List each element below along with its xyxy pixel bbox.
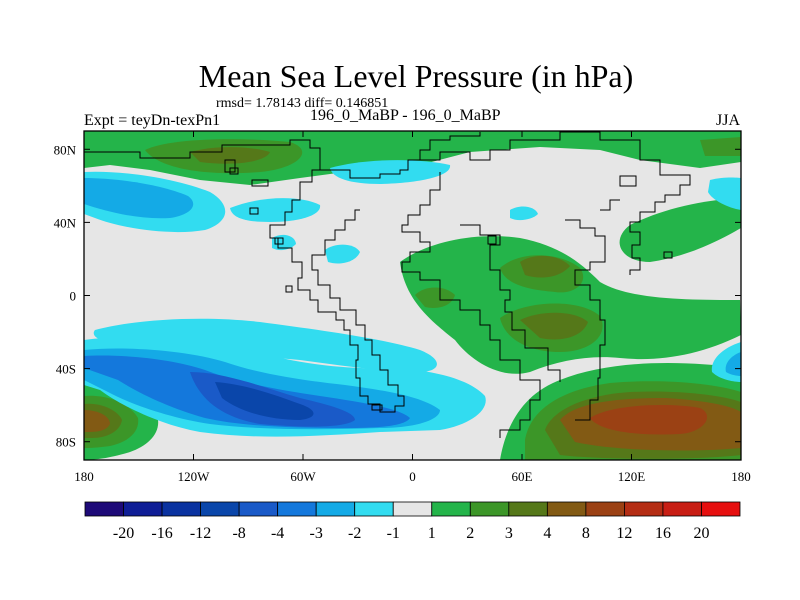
colorbar: -20 -16 -12 -8 -4 -3 -2 -1 1 2 3 4 8 12 16 20 (84, 501, 741, 542)
colorbar-label: 1 (428, 525, 436, 542)
arabia-positive-lobe (415, 287, 455, 308)
northeast-negative (708, 177, 741, 210)
europe-negative-blob (325, 244, 360, 264)
x-tick-label: 180 (731, 469, 751, 484)
x-tick-label: 60W (290, 469, 316, 484)
y-tick-label: 80N (54, 142, 77, 157)
asia-south-coast (565, 219, 606, 421)
y-tick-label: 40N (54, 215, 77, 230)
colorbar-label: 16 (655, 525, 671, 542)
x-tick-label: 0 (409, 469, 416, 484)
island-coast-1 (251, 179, 269, 187)
colorbar-label: -3 (310, 525, 323, 542)
colorbar-swatch (469, 501, 510, 517)
colorbar-swatch (238, 501, 279, 517)
north-pacific-negative-2 (84, 178, 194, 219)
colorbar-swatch (84, 501, 124, 517)
colorbar-swatch (277, 501, 317, 517)
map-title: Mean Sea Level Pressure (in hPa) (198, 58, 634, 94)
island-coast-3 (274, 237, 284, 245)
y-tick-label: 80S (56, 435, 76, 450)
island-coast-9 (229, 167, 239, 175)
northeast-positive (619, 198, 741, 262)
experiment-subtitle: 196_0_MaBP - 196_0_MaBP (310, 107, 501, 124)
stats-line: rmsd= 1.78143 diff= 0.146851 (216, 96, 389, 111)
colorbar-label: -4 (271, 525, 284, 542)
europe-africa-coast (401, 172, 541, 438)
east-negative-edge-core (725, 352, 741, 376)
atlantic-negative-blob (230, 198, 321, 222)
indian-positive-core (520, 312, 588, 340)
colorbar-swatch (354, 501, 394, 517)
axis-ticks: 180 120W 60W 0 60E 120E 180 80N 40N 0 40S 80S (54, 131, 751, 484)
x-tick-label: 60E (512, 469, 533, 484)
colorbar-label: -16 (151, 525, 172, 542)
island-coast-2 (249, 207, 259, 215)
colorbar-swatch (315, 501, 356, 517)
colorbar-swatch (585, 501, 625, 517)
x-tick-label: 120E (618, 469, 646, 484)
island-coast-7 (619, 175, 637, 187)
island-coast-5 (487, 235, 497, 245)
colorbar-label: 8 (582, 525, 590, 542)
north-america-coast (84, 139, 405, 413)
x-tick-label: 180 (74, 469, 94, 484)
x-tick-label: 120W (178, 469, 211, 484)
colorbar-swatch (431, 501, 471, 517)
colorbar-label: -2 (348, 525, 361, 542)
southern-indian-positive-core (590, 405, 708, 435)
southwest-positive-core (84, 410, 110, 432)
coastlines (84, 131, 691, 438)
colorbar-swatch (701, 501, 741, 517)
south-asia-coast-2 (600, 199, 620, 211)
colorbar-swatch (546, 501, 587, 517)
season-label: JJA (716, 112, 741, 129)
colorbar-label: 20 (693, 525, 709, 542)
colorbar-label: -1 (387, 525, 400, 542)
experiment-label: Expt = teyDn-texPn1 (84, 112, 221, 129)
colorbar-label: 4 (543, 525, 551, 542)
south-pacific-negative-core (215, 382, 314, 420)
colorbar-label: -12 (190, 525, 211, 542)
island-coast-4 (285, 285, 293, 293)
mideast-coast (460, 224, 561, 382)
tropical-negative-band (93, 318, 437, 372)
greenland-coast (224, 159, 236, 173)
colorbar-swatch (161, 501, 201, 517)
colorbar-swatch (624, 501, 664, 517)
colorbar-label: 2 (466, 525, 474, 542)
colorbar-label: 3 (505, 525, 513, 542)
colorbar-swatch (508, 501, 548, 517)
y-tick-label: 0 (70, 289, 77, 304)
colorbar-swatch (123, 501, 163, 517)
arctic-coast (320, 132, 481, 179)
colorbar-label: -8 (232, 525, 245, 542)
colorbar-swatch (392, 501, 433, 517)
colorbar-label: 12 (616, 525, 632, 542)
colorbar-swatch (662, 501, 702, 517)
europe-negative-blob-2 (510, 206, 538, 221)
eurasia-coast (420, 131, 691, 275)
arctic-east-lobe (700, 137, 741, 156)
island-coast-6 (663, 251, 673, 259)
contour-field (84, 131, 741, 460)
arctic-positive-core (190, 147, 270, 164)
africa-positive-core (520, 255, 570, 278)
colorbar-label: -20 (113, 525, 134, 542)
island-coast-8 (371, 404, 383, 411)
colorbar-swatch (200, 501, 240, 517)
y-tick-label: 40S (56, 362, 76, 377)
